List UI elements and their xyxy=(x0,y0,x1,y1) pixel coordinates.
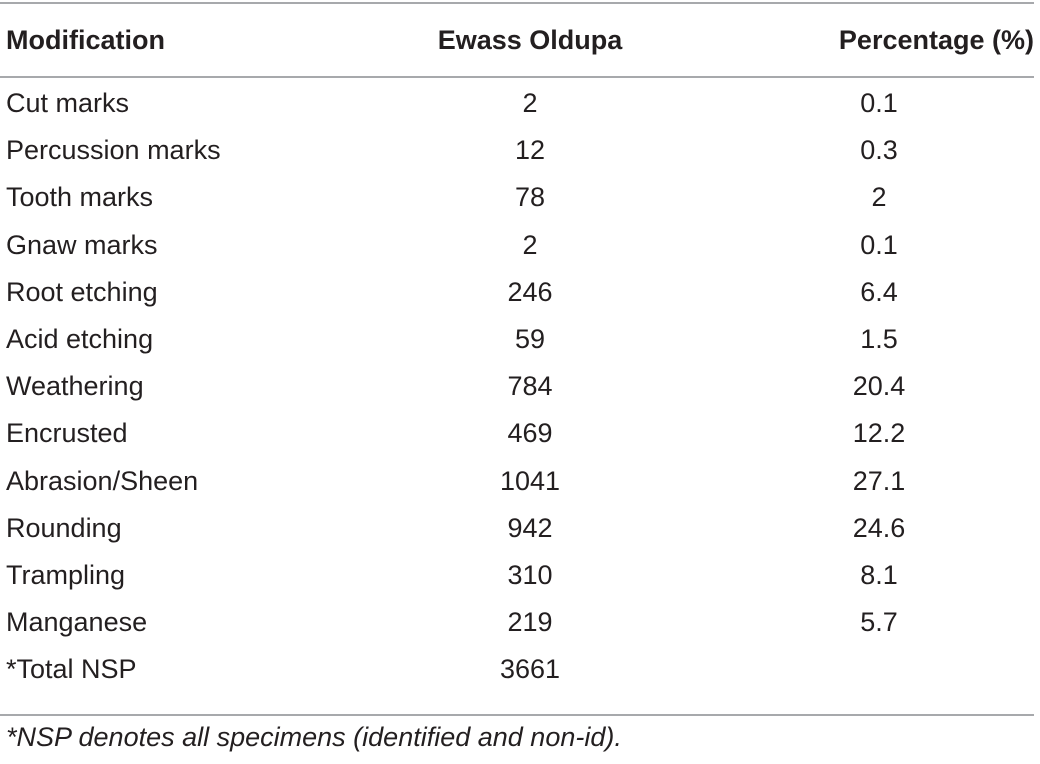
modification-cell: Manganese xyxy=(6,607,148,638)
header-row: Modification Ewass Oldupa Percentage (%) xyxy=(0,4,1034,76)
table-row: Trampling 310 8.1 xyxy=(0,552,1034,599)
percentage-cell: 24.6 xyxy=(852,512,906,543)
ewass-oldupa-cell: 1041 xyxy=(499,465,561,496)
column-header-percentage: Percentage (%) xyxy=(838,24,1034,55)
percentage-cell: 6.4 xyxy=(860,276,898,307)
ewass-oldupa-cell: 310 xyxy=(507,559,553,590)
ewass-oldupa-cell: 3661 xyxy=(499,654,561,685)
percentage-cell: 20.4 xyxy=(852,371,906,402)
modification-cell: Rounding xyxy=(6,512,122,543)
table-row: Encrusted 469 12.2 xyxy=(0,410,1034,457)
modification-cell: Abrasion/Sheen xyxy=(6,465,199,496)
table-bottom-rule xyxy=(0,714,1034,716)
table-row: *Total NSP 3661 xyxy=(0,646,1034,693)
modification-cell: Tooth marks xyxy=(6,182,154,213)
table-row: Gnaw marks 2 0.1 xyxy=(0,222,1034,269)
modification-cell: Gnaw marks xyxy=(6,229,158,260)
ewass-oldupa-cell: 12 xyxy=(514,135,546,166)
percentage-cell: 27.1 xyxy=(852,465,906,496)
table-top-rule xyxy=(0,2,1034,4)
table-row: Manganese 219 5.7 xyxy=(0,599,1034,646)
percentage-cell: 0.1 xyxy=(860,88,898,119)
modification-cell: Root etching xyxy=(6,276,158,307)
ewass-oldupa-cell: 219 xyxy=(507,607,553,638)
table-row: Percussion marks 12 0.3 xyxy=(0,127,1034,174)
ewass-oldupa-cell: 59 xyxy=(514,324,546,355)
modification-cell: *Total NSP xyxy=(6,654,137,685)
percentage-cell: 1.5 xyxy=(860,324,898,355)
ewass-oldupa-cell: 469 xyxy=(507,418,553,449)
table-row: Root etching 246 6.4 xyxy=(0,269,1034,316)
table-header-rule xyxy=(0,76,1034,78)
ewass-oldupa-cell: 246 xyxy=(507,276,553,307)
ewass-oldupa-cell: 78 xyxy=(514,182,546,213)
modification-cell: Acid etching xyxy=(6,324,154,355)
table-row: Rounding 942 24.6 xyxy=(0,505,1034,552)
ewass-oldupa-cell: 2 xyxy=(522,229,538,260)
percentage-cell: 0.1 xyxy=(860,229,898,260)
ewass-oldupa-cell: 2 xyxy=(522,88,538,119)
modification-cell: Cut marks xyxy=(6,88,130,119)
percentage-cell: 2 xyxy=(871,182,887,213)
modification-cell: Trampling xyxy=(6,559,126,590)
percentage-cell xyxy=(724,646,1034,693)
table-footnote: *NSP denotes all specimens (identified a… xyxy=(6,722,622,752)
table-body: Cut marks 2 0.1 Percussion marks 12 0.3 Tooth … xyxy=(0,76,1034,693)
modification-cell: Encrusted xyxy=(6,418,128,449)
table-row: Abrasion/Sheen 1041 27.1 xyxy=(0,458,1034,505)
table-row: Acid etching 59 1.5 xyxy=(0,316,1034,363)
table-row: Weathering 784 20.4 xyxy=(0,363,1034,410)
column-header-ewass-oldupa: Ewass Oldupa xyxy=(437,24,623,55)
table-row: Tooth marks 78 2 xyxy=(0,174,1034,221)
percentage-cell: 12.2 xyxy=(852,418,906,449)
table-row: Cut marks 2 0.1 xyxy=(0,76,1034,127)
modification-cell: Percussion marks xyxy=(6,135,221,166)
modification-table: Modification Ewass Oldupa Percentage (%)… xyxy=(0,4,1034,693)
percentage-cell: 5.7 xyxy=(860,607,898,638)
table-header: Modification Ewass Oldupa Percentage (%) xyxy=(0,4,1034,76)
percentage-cell: 0.3 xyxy=(860,135,898,166)
column-header-modification: Modification xyxy=(6,24,165,55)
modification-cell: Weathering xyxy=(6,371,144,402)
ewass-oldupa-cell: 942 xyxy=(507,512,553,543)
ewass-oldupa-cell: 784 xyxy=(507,371,553,402)
percentage-cell: 8.1 xyxy=(860,559,898,590)
